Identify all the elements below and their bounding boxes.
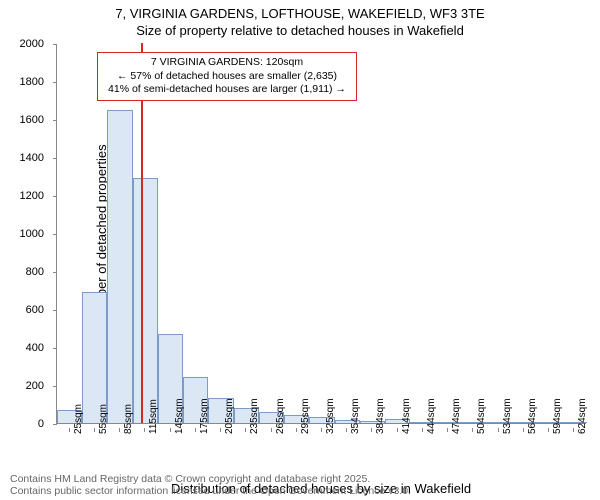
- x-tick-label: 564sqm: [527, 398, 538, 434]
- y-tick: [53, 234, 57, 235]
- y-tick-label: 1600: [20, 114, 44, 126]
- x-tick-label: 235sqm: [249, 398, 260, 434]
- x-tick-label: 414sqm: [401, 398, 412, 434]
- x-tick: [397, 428, 398, 432]
- x-tick: [548, 428, 549, 432]
- footer-line1: Contains HM Land Registry data © Crown c…: [10, 473, 411, 486]
- y-tick-label: 800: [26, 266, 44, 278]
- y-tick: [53, 196, 57, 197]
- annotation-line: 7 VIRGINIA GARDENS: 120sqm: [104, 56, 350, 70]
- y-tick: [53, 44, 57, 45]
- x-tick-label: 55sqm: [98, 404, 109, 434]
- footer-line2: Contains public sector information licen…: [10, 485, 411, 498]
- y-tick: [53, 310, 57, 311]
- annotation-line: 41% of semi-detached houses are larger (…: [104, 83, 350, 97]
- x-tick-label: 624sqm: [577, 398, 588, 434]
- x-tick: [447, 428, 448, 432]
- x-tick: [498, 428, 499, 432]
- annotation-box: 7 VIRGINIA GARDENS: 120sqm← 57% of detac…: [97, 52, 357, 101]
- x-tick: [220, 428, 221, 432]
- x-tick: [371, 428, 372, 432]
- x-tick: [170, 428, 171, 432]
- x-tick: [94, 428, 95, 432]
- chart-area: Number of detached properties 0200400600…: [56, 44, 586, 424]
- x-tick-label: 504sqm: [476, 398, 487, 434]
- x-tick-label: 145sqm: [174, 398, 185, 434]
- x-tick: [296, 428, 297, 432]
- y-tick: [53, 424, 57, 425]
- x-tick: [321, 428, 322, 432]
- x-tick-label: 25sqm: [73, 404, 84, 434]
- x-tick-label: 115sqm: [148, 399, 159, 434]
- y-tick-label: 200: [26, 380, 44, 392]
- histogram-bar: [133, 178, 158, 423]
- y-tick: [53, 158, 57, 159]
- x-tick-label: 325sqm: [325, 398, 336, 434]
- y-tick-label: 1800: [20, 76, 44, 88]
- y-tick-label: 0: [38, 418, 44, 430]
- x-tick-label: 534sqm: [502, 398, 513, 434]
- y-tick: [53, 82, 57, 83]
- x-tick: [346, 428, 347, 432]
- x-tick: [573, 428, 574, 432]
- x-tick: [271, 428, 272, 432]
- chart-title-line2: Size of property relative to detached ho…: [0, 23, 600, 38]
- x-tick-label: 444sqm: [426, 398, 437, 434]
- footer-attribution: Contains HM Land Registry data © Crown c…: [10, 473, 411, 498]
- y-tick-label: 2000: [20, 38, 44, 50]
- x-tick: [245, 428, 246, 432]
- y-tick-label: 1000: [20, 228, 44, 240]
- x-tick: [472, 428, 473, 432]
- y-tick-label: 1400: [20, 152, 44, 164]
- x-tick-label: 85sqm: [123, 404, 134, 434]
- x-tick: [69, 428, 70, 432]
- y-tick: [53, 272, 57, 273]
- x-tick-label: 354sqm: [350, 398, 361, 434]
- x-tick: [119, 428, 120, 432]
- y-tick: [53, 348, 57, 349]
- x-tick-label: 205sqm: [224, 398, 235, 434]
- y-tick: [53, 120, 57, 121]
- x-tick: [523, 428, 524, 432]
- annotation-line: ← 57% of detached houses are smaller (2,…: [104, 70, 350, 84]
- y-tick: [53, 386, 57, 387]
- x-tick-label: 265sqm: [275, 398, 286, 434]
- chart-title-line1: 7, VIRGINIA GARDENS, LOFTHOUSE, WAKEFIEL…: [0, 0, 600, 23]
- x-tick: [422, 428, 423, 432]
- x-tick: [144, 428, 145, 432]
- y-tick-label: 400: [26, 342, 44, 354]
- y-tick-label: 1200: [20, 190, 44, 202]
- y-tick-label: 600: [26, 304, 44, 316]
- x-tick-label: 295sqm: [300, 398, 311, 434]
- x-tick: [195, 428, 196, 432]
- x-tick-label: 594sqm: [552, 398, 563, 434]
- y-axis: 0200400600800100012001400160018002000: [12, 44, 52, 424]
- plot-region: 7 VIRGINIA GARDENS: 120sqm← 57% of detac…: [56, 44, 586, 424]
- x-tick-label: 384sqm: [375, 398, 386, 434]
- x-tick-label: 474sqm: [451, 398, 462, 434]
- x-tick-label: 175sqm: [199, 398, 210, 434]
- histogram-bar: [107, 110, 132, 424]
